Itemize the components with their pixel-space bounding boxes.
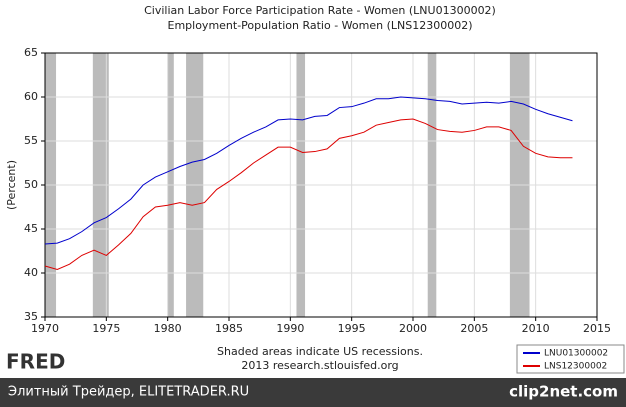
legend-box (516, 344, 625, 374)
y-tick-label: 55 (24, 134, 38, 147)
x-tick-label: 1970 (31, 322, 59, 335)
y-axis-label: (Percent) (5, 160, 18, 210)
y-tick-label: 45 (24, 222, 38, 235)
y-tick-label: 50 (24, 178, 38, 191)
x-tick-label: 1985 (215, 322, 243, 335)
y-tick-label: 40 (24, 266, 38, 279)
x-tick-label: 1995 (338, 322, 366, 335)
series-line (44, 96, 573, 245)
note: Shaded areas indicate US recessions. (217, 345, 423, 358)
legend-label: LNS12300002 (544, 362, 607, 372)
y-tick-label: 65 (24, 46, 38, 59)
watermark-left: Элитный Трейдер, ELITETRADER.RU (8, 385, 249, 400)
y-tick-label: 35 (24, 310, 38, 323)
plot-frame (44, 52, 598, 318)
legend-label: LNU01300002 (544, 349, 608, 359)
x-tick-label: 2000 (399, 322, 427, 335)
chart-subtitle: Employment-Population Ratio - Women (LNS… (168, 19, 473, 32)
series-line (44, 118, 573, 271)
x-tick-label: 1990 (276, 322, 304, 335)
x-tick-label: 2010 (522, 322, 550, 335)
logo: FRED (6, 350, 65, 374)
x-tick-label: 1975 (92, 322, 120, 335)
x-tick-label: 2015 (583, 322, 611, 335)
x-tick-label: 2005 (460, 322, 488, 335)
x-tick-label: 1980 (154, 322, 182, 335)
chart-title: Civilian Labor Force Participation Rate … (144, 4, 496, 17)
y-tick-label: 60 (24, 90, 38, 103)
watermark-right: clip2net.com (509, 383, 618, 401)
watermark-bar (0, 378, 626, 407)
note: 2013 research.stlouisfed.org (241, 359, 398, 372)
